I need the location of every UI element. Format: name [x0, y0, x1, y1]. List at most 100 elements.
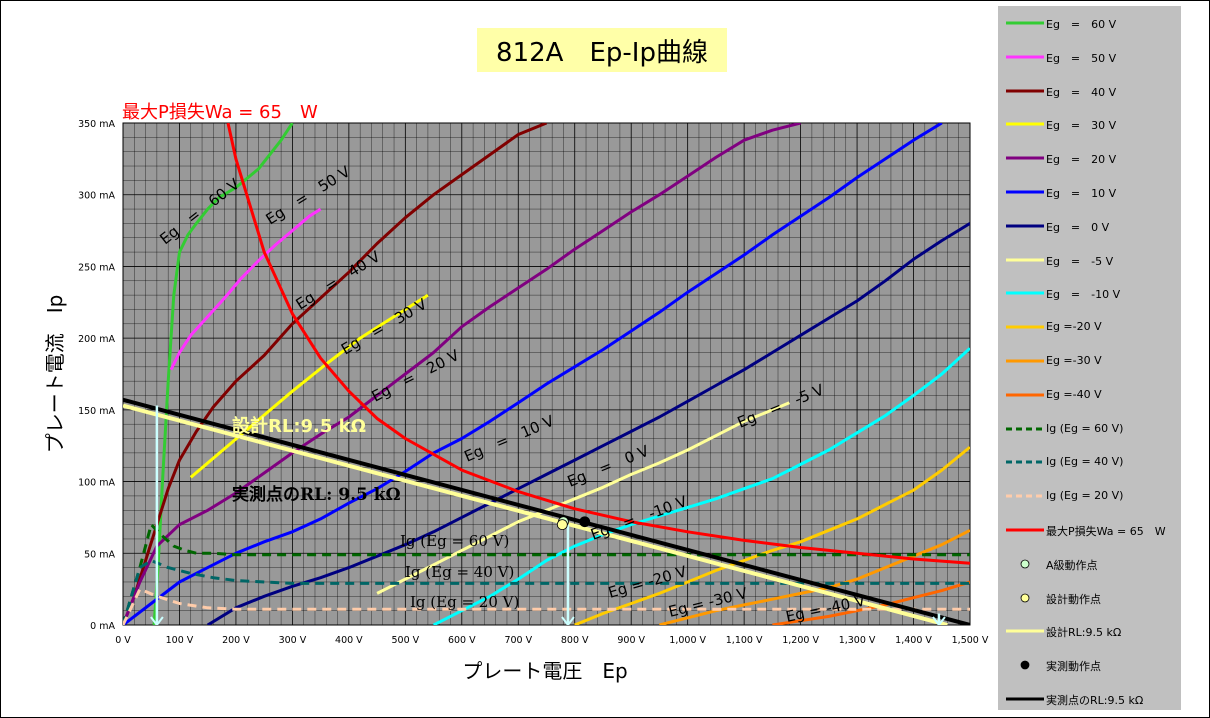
- x-tick-label: 500 V: [392, 635, 420, 646]
- legend-item: A級動作点: [998, 555, 1181, 575]
- legend-symbol: [1006, 460, 1044, 464]
- annotation-1: Ig (Eg = 40 V): [405, 563, 514, 581]
- legend-symbol: [1006, 122, 1044, 126]
- drop-arrow-1: [561, 616, 575, 625]
- legend-text: Eg = 0 V: [1046, 220, 1110, 234]
- drop-arrow-0: [150, 616, 164, 625]
- series-line-17: [123, 397, 970, 625]
- x-tick-label: 1,500 V: [952, 635, 989, 646]
- legend-item: Eg = 0 V: [998, 217, 1181, 237]
- x-tick-label: 1,300 V: [839, 635, 876, 646]
- legend-item: Eg = 60 V: [998, 14, 1181, 34]
- series-line-7: [376, 401, 790, 595]
- annotation-2: Ig (Eg = 20 V): [410, 593, 519, 611]
- operating-point-2: [579, 516, 591, 528]
- legend-text: Eg = -10 V: [1046, 288, 1121, 302]
- legend-item: 実測点のRL:9.5 kΩ: [998, 690, 1181, 710]
- legend-text: Eg = 40 V: [1046, 85, 1117, 99]
- legend-item: Ig (Eg = 20 V): [998, 487, 1181, 507]
- y-tick-label: 200 mA: [78, 334, 115, 345]
- series-line-8: [432, 347, 970, 625]
- legend-item: Ig (Eg = 60 V): [998, 420, 1181, 440]
- annotation-0: Ig (Eg = 60 V): [400, 532, 509, 550]
- legend-item: Eg = 10 V: [998, 183, 1181, 203]
- legend-symbol: [1006, 89, 1044, 93]
- y-tick-label: 0 mA: [90, 621, 115, 632]
- legend-text: Ig (Eg = 40 V): [1046, 455, 1124, 469]
- max-loss-heading: 最大P損失Wa = 65 W: [122, 102, 318, 123]
- drop-arrow-2: [932, 616, 946, 625]
- legend-text: Eg = 20 V: [1046, 153, 1117, 167]
- legend-text: Eg =-20 V: [1046, 320, 1102, 334]
- legend-symbol: [1006, 156, 1044, 160]
- series-line-1: [169, 207, 322, 371]
- legend-symbol: [1020, 559, 1030, 569]
- legend-text: Eg = -5 V: [1046, 254, 1114, 268]
- legend-symbol: [1006, 325, 1044, 329]
- legend-item: Eg =-30 V: [998, 352, 1181, 372]
- legend-symbol: [1006, 21, 1044, 25]
- x-tick-label: 1,000 V: [669, 635, 706, 646]
- y-tick-label: 50 mA: [84, 549, 115, 560]
- x-tick-label: 1,400 V: [895, 635, 932, 646]
- series-group: [123, 123, 970, 625]
- series-line-14: [123, 587, 970, 625]
- legend-item: Eg =-20 V: [998, 318, 1181, 338]
- legend-text: 設計RL:9.5 kΩ: [1046, 626, 1122, 640]
- legend-item: Ig (Eg = 40 V): [998, 453, 1181, 473]
- x-tick-label: 400 V: [335, 635, 363, 646]
- operating-point-1: [556, 519, 568, 530]
- legend-symbol: [1006, 190, 1044, 194]
- x-tick-label: 800 V: [561, 635, 589, 646]
- legend-symbol: [1020, 593, 1030, 602]
- y-tick-label: 250 mA: [78, 262, 115, 273]
- legend-text: Eg =-30 V: [1046, 354, 1102, 367]
- chart-legend: Eg = 60 V Eg = 50 V Eg = 40 V Eg = 30 V Eg =…: [998, 6, 1181, 710]
- x-tick-label: 200 V: [222, 635, 250, 646]
- legend-item: Eg = -5 V: [998, 251, 1181, 271]
- chart-title: 812A Ep-Ip曲線: [496, 38, 708, 68]
- x-tick-label: 0 V: [115, 635, 131, 646]
- legend-text: Eg =-40 V: [1046, 387, 1102, 401]
- legend-text: Eg = 10 V: [1046, 187, 1117, 200]
- series-line-2: [123, 123, 548, 625]
- legend-item: 設計動作点: [998, 589, 1181, 609]
- legend-symbol: [1006, 291, 1044, 295]
- legend-symbol: [1006, 427, 1044, 431]
- legend-item: Eg =-40 V: [998, 386, 1181, 406]
- series-line-5: [123, 123, 943, 625]
- legend-symbol: [1006, 55, 1044, 59]
- legend-text: 実測点のRL:9.5 kΩ: [1046, 694, 1144, 707]
- legend-item: Eg = 50 V: [998, 48, 1181, 68]
- legend-item: 実測動作点: [998, 656, 1181, 676]
- legend-symbol: [1006, 629, 1044, 633]
- x-tick-label: 900 V: [617, 635, 645, 646]
- annotation-3: 実測点のRL: 9.5 kΩ: [232, 484, 401, 505]
- legend-symbol: [1020, 660, 1030, 670]
- y-tick-label: 350 mA: [78, 119, 115, 130]
- x-axis-label: プレート電圧 Ep: [462, 659, 627, 683]
- legend-text: Ig (Eg = 60 V): [1046, 421, 1124, 435]
- series-line-4: [123, 123, 801, 625]
- series-line-15: [226, 123, 970, 565]
- legend-item: 設計RL:9.5 kΩ: [998, 622, 1181, 642]
- legend-symbol: [1006, 258, 1044, 262]
- series-line-13: [123, 559, 970, 625]
- x-tick-label: 1,200 V: [782, 635, 819, 646]
- legend-item: Eg = 20 V: [998, 149, 1181, 169]
- legend-symbol: [1006, 528, 1044, 532]
- series-line-3: [189, 293, 429, 479]
- legend-text: Eg = 30 V: [1046, 119, 1117, 133]
- series-line-6: [206, 222, 970, 625]
- series-line-16: [123, 403, 948, 625]
- legend-item: Eg = -10 V: [998, 284, 1181, 304]
- legend-text: Eg = 60 V: [1046, 18, 1117, 31]
- legend-symbol: [1006, 359, 1044, 363]
- x-tick-label: 600 V: [448, 635, 476, 646]
- plot-area: [123, 123, 970, 625]
- chart-title-box: 812A Ep-Ip曲線: [477, 28, 727, 72]
- legend-symbol: [1006, 224, 1044, 228]
- x-tick-label: 700 V: [504, 635, 532, 646]
- design-rl-label: 設計RL:9.5 kΩ: [232, 415, 366, 437]
- y-axis-label: プレート電流 Ip: [43, 295, 67, 454]
